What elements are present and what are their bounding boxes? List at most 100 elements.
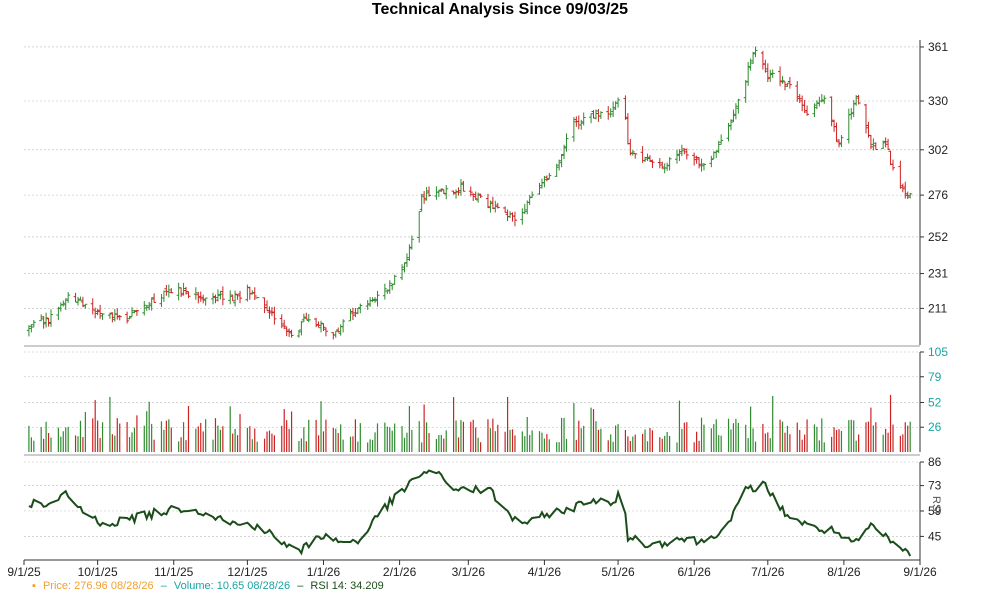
price-bar bbox=[679, 144, 684, 157]
price-bar bbox=[49, 309, 54, 327]
price-bar bbox=[633, 152, 638, 159]
gridlines bbox=[24, 46, 920, 537]
price-bar bbox=[544, 175, 549, 182]
price-bar bbox=[898, 160, 903, 189]
price-bar bbox=[812, 103, 817, 118]
price-bar bbox=[903, 181, 908, 199]
price-tick-label: 330 bbox=[928, 94, 948, 108]
price-bar bbox=[132, 310, 137, 314]
x-tick-label: 7/1/26 bbox=[751, 565, 785, 579]
price-bar bbox=[868, 134, 873, 150]
price-bar bbox=[166, 284, 171, 298]
volume-bars bbox=[28, 394, 911, 452]
price-bar bbox=[628, 139, 633, 156]
price-tick-label: 302 bbox=[928, 143, 948, 157]
price-bar bbox=[598, 111, 603, 119]
price-bar bbox=[409, 235, 414, 250]
price-bar bbox=[451, 190, 456, 195]
price-bar bbox=[748, 58, 753, 71]
price-bar bbox=[265, 300, 270, 312]
price-bar bbox=[554, 163, 559, 177]
price-bar bbox=[576, 115, 581, 130]
price-bar bbox=[763, 59, 768, 73]
price-bar bbox=[112, 309, 117, 322]
price-bar bbox=[341, 319, 346, 333]
rsi-line-group bbox=[28, 469, 912, 557]
price-bar bbox=[164, 284, 169, 296]
price-bar bbox=[66, 292, 71, 303]
x-tick-label: 11/1/25 bbox=[154, 565, 193, 579]
price-bar bbox=[822, 95, 827, 104]
price-bar bbox=[908, 192, 913, 199]
price-bar bbox=[169, 288, 174, 294]
price-bar bbox=[677, 149, 682, 161]
price-bar bbox=[699, 158, 704, 172]
price-bar bbox=[31, 319, 36, 328]
price-bar bbox=[407, 244, 412, 262]
price-bar bbox=[323, 327, 328, 337]
legend-price-label: Price: 276.96 08/28/26 bbox=[42, 580, 154, 592]
price-bar bbox=[630, 150, 635, 156]
price-bar bbox=[716, 140, 721, 154]
price-bar bbox=[98, 304, 103, 319]
price-bar bbox=[846, 108, 851, 144]
price-bar bbox=[542, 175, 547, 188]
price-bar bbox=[530, 191, 535, 199]
price-bar bbox=[665, 162, 670, 171]
price-bar bbox=[100, 313, 105, 320]
price-bar bbox=[849, 108, 854, 120]
price-bar bbox=[787, 77, 792, 89]
price-bar bbox=[269, 307, 274, 317]
price-bar bbox=[238, 290, 243, 304]
volume-tick-label: 26 bbox=[928, 420, 942, 434]
rsi-line bbox=[28, 469, 912, 557]
price-bar bbox=[854, 95, 859, 106]
price-bar bbox=[493, 200, 498, 213]
price-bar bbox=[220, 286, 225, 306]
price-bar bbox=[215, 289, 220, 302]
price-bar bbox=[152, 293, 157, 303]
price-bar bbox=[684, 148, 689, 160]
price-bar bbox=[905, 191, 910, 200]
price-bar bbox=[161, 290, 166, 302]
price-bar bbox=[667, 157, 672, 171]
price-tick-label: 276 bbox=[928, 188, 948, 202]
price-bar bbox=[832, 119, 837, 132]
price-bar bbox=[370, 297, 375, 302]
chart-title: Technical Analysis Since 09/03/25 bbox=[371, 1, 629, 18]
price-bar bbox=[211, 292, 216, 305]
price-bar bbox=[886, 138, 891, 151]
price-bar bbox=[797, 93, 802, 103]
price-bars bbox=[26, 46, 913, 340]
price-bar bbox=[230, 294, 235, 302]
price-bar bbox=[61, 300, 66, 307]
price-bar bbox=[353, 307, 358, 318]
price-bar bbox=[387, 280, 392, 294]
x-tick-label: 2/1/26 bbox=[383, 565, 417, 579]
price-bar bbox=[125, 311, 130, 324]
price-bar bbox=[611, 101, 616, 118]
price-bar bbox=[272, 306, 277, 325]
x-tick-label: 1/1/26 bbox=[307, 565, 341, 579]
price-bar bbox=[316, 321, 321, 328]
price-bar bbox=[368, 297, 373, 307]
axes bbox=[23, 40, 924, 565]
price-bar bbox=[355, 307, 360, 315]
price-bar bbox=[539, 178, 544, 189]
price-bar bbox=[417, 211, 422, 243]
price-tick-label: 252 bbox=[928, 230, 948, 244]
price-bar bbox=[606, 106, 611, 120]
price-bar bbox=[733, 103, 738, 120]
price-bar bbox=[643, 156, 648, 162]
price-bar bbox=[682, 148, 687, 155]
price-bar bbox=[358, 303, 363, 314]
price-bar bbox=[778, 66, 783, 87]
price-bar bbox=[579, 119, 584, 130]
price-bar bbox=[836, 139, 841, 148]
price-bar bbox=[743, 80, 748, 103]
price-bar bbox=[95, 308, 100, 316]
price-bar bbox=[616, 97, 621, 108]
price-bar bbox=[537, 182, 542, 195]
price-bar bbox=[402, 262, 407, 273]
price-bar bbox=[488, 200, 493, 213]
